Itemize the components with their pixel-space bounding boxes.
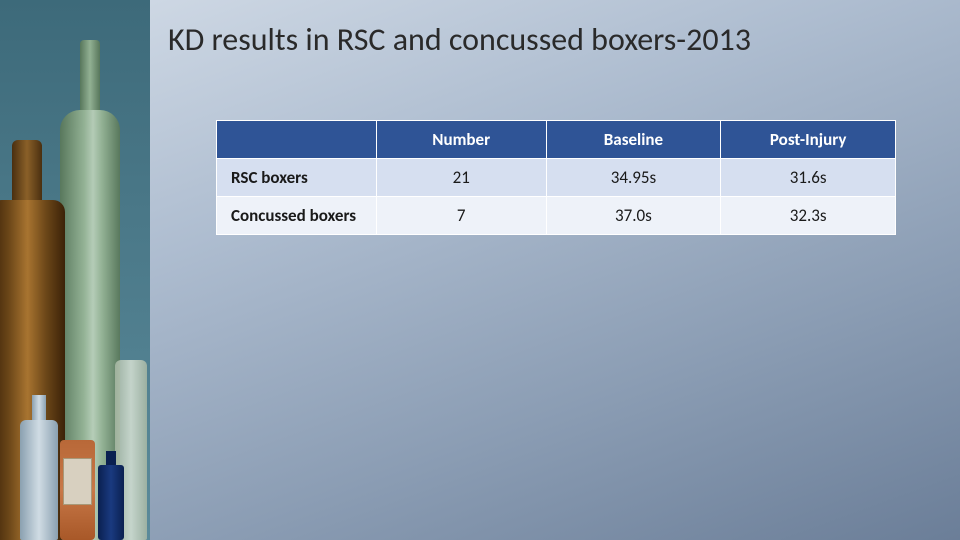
sidebar-image [0,0,150,540]
table-row: Concussed boxers 7 37.0s 32.3s [217,197,896,235]
table-header-postinjury: Post-Injury [721,121,896,159]
table-header-number: Number [376,121,546,159]
bottle-small-clear-icon [20,420,58,540]
table-header-baseline: Baseline [546,121,721,159]
slide-content: KD results in RSC and concussed boxers-2… [150,0,960,540]
cell-row-label: RSC boxers [217,159,377,197]
table-header-blank [217,121,377,159]
cell-postinjury: 31.6s [721,159,896,197]
cell-row-label: Concussed boxers [217,197,377,235]
table-row: RSC boxers 21 34.95s 31.6s [217,159,896,197]
cell-number: 7 [376,197,546,235]
slide-title: KD results in RSC and concussed boxers-2… [168,20,920,60]
cell-baseline: 34.95s [546,159,721,197]
bottle-small-amber-icon [60,440,95,540]
cell-postinjury: 32.3s [721,197,896,235]
bottle-small-blue-icon [98,465,124,540]
cell-number: 21 [376,159,546,197]
cell-baseline: 37.0s [546,197,721,235]
table-header-row: Number Baseline Post-Injury [217,121,896,159]
results-table: Number Baseline Post-Injury RSC boxers 2… [216,120,896,235]
